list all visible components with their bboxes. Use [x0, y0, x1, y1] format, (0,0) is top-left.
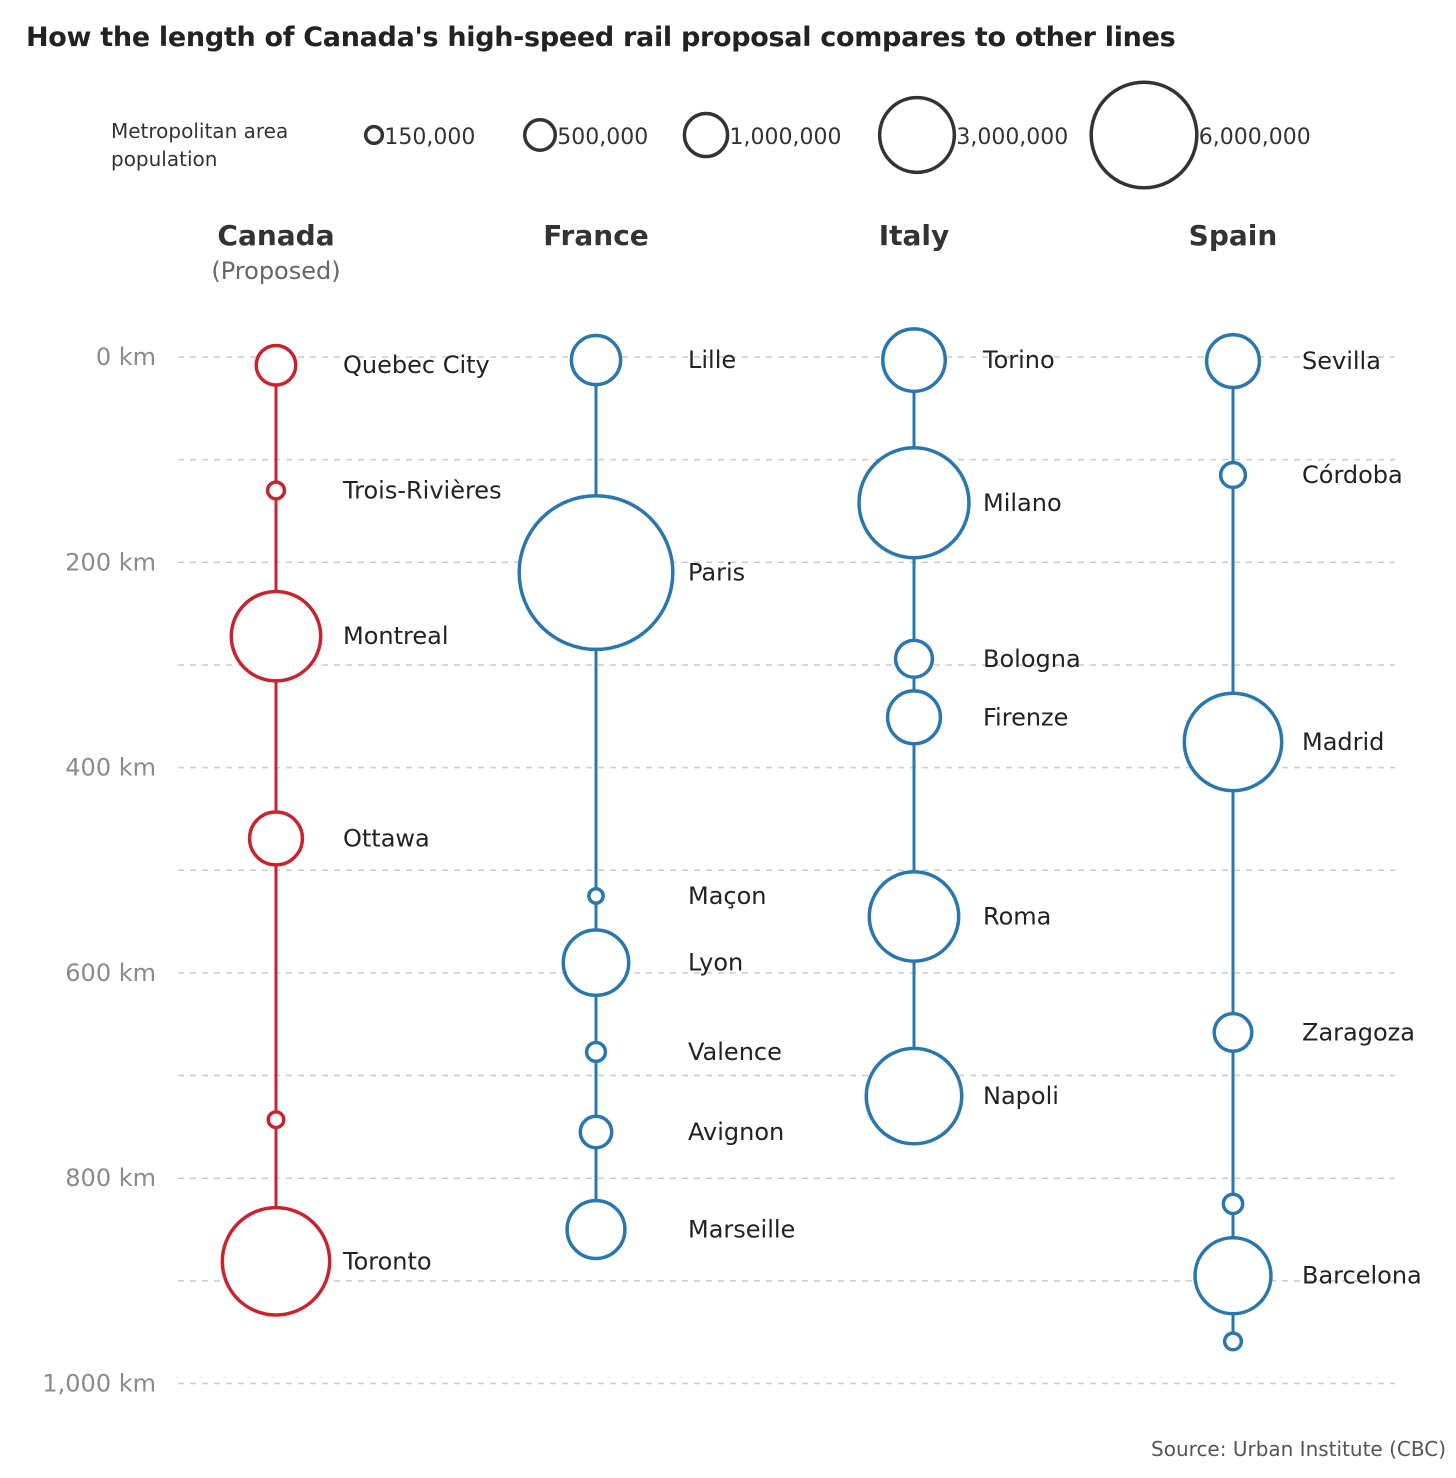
station-circle — [867, 869, 961, 963]
station-label: Montreal — [343, 622, 449, 650]
country-name: Italy — [879, 219, 950, 252]
station-label: Napoli — [983, 1082, 1059, 1110]
station-label: Sevilla — [1302, 347, 1381, 375]
y-tick-label: 1,000 km — [42, 1370, 156, 1398]
station-circle — [881, 327, 947, 394]
station-label: Firenze — [983, 703, 1068, 731]
legend-circle — [523, 118, 557, 152]
line-france: France Lille Paris Maçon Lyon Valence Avignon M… — [517, 219, 795, 1261]
size-legend: Metropolitan area population 150,000 500,00… — [111, 80, 1311, 190]
station-circle — [266, 1110, 286, 1130]
y-tick-label: 600 km — [65, 959, 156, 987]
station-circle — [229, 589, 323, 683]
station-label: Milano — [983, 489, 1062, 517]
station-circle — [1182, 691, 1284, 793]
source-note: Source: Urban Institute (CBC) — [1151, 1437, 1446, 1461]
station-label: Maçon — [688, 882, 767, 910]
station-label: Barcelona — [1302, 1262, 1422, 1290]
station-label: Zaragoza — [1302, 1018, 1415, 1046]
legend-circle — [1089, 80, 1199, 190]
station-circle — [885, 689, 943, 746]
station-circle — [578, 1114, 614, 1150]
station-label: Lyon — [688, 949, 743, 977]
legend-label: 1,000,000 — [730, 125, 842, 150]
station-circle — [1221, 1192, 1245, 1216]
station-label: Quebec City — [343, 351, 490, 379]
country-name: Spain — [1189, 219, 1278, 252]
station-label: Paris — [688, 559, 745, 587]
country-subtitle: (Proposed) — [211, 257, 340, 285]
station-label: Madrid — [1302, 728, 1384, 756]
legend-title-line: population — [111, 147, 217, 171]
station-label: Avignon — [688, 1118, 784, 1146]
station-label: Torino — [982, 346, 1055, 374]
station-circle — [220, 1205, 332, 1317]
line-italy: Italy Torino Milano Bologna Firenze Roma Napol… — [857, 219, 1081, 1146]
line-canada: Canada (Proposed) Quebec City Trois-Rivière… — [211, 219, 502, 1317]
station-circle — [254, 343, 298, 387]
y-axis: 0 km 200 km 400 km 600 km 800 km 1,000 km — [42, 343, 156, 1398]
station-circle — [857, 446, 971, 560]
legend-title-line: Metropolitan area — [111, 119, 288, 143]
y-tick-label: 200 km — [65, 548, 156, 576]
station-circle — [893, 638, 935, 679]
station-circle — [569, 333, 623, 387]
station-label: Valence — [688, 1038, 782, 1066]
legend-title: Metropolitan area population — [111, 119, 288, 171]
station-circle — [1204, 332, 1262, 390]
station-label: Toronto — [342, 1247, 432, 1275]
country-name: Canada — [217, 219, 334, 252]
station-circle — [247, 810, 305, 867]
y-tick-label: 0 km — [96, 343, 156, 371]
chart-title: How the length of Canada's high-speed ra… — [26, 22, 1176, 53]
station-label: Trois-Rivières — [342, 476, 502, 504]
station-circle — [265, 480, 287, 501]
legend-label: 3,000,000 — [956, 125, 1068, 150]
legend-label: 6,000,000 — [1199, 125, 1311, 150]
station-circle — [1222, 1331, 1244, 1352]
station-circle — [1193, 1236, 1273, 1316]
station-circle — [587, 887, 605, 905]
legend-circle — [682, 111, 730, 159]
legend-circle — [363, 124, 385, 146]
station-circle — [864, 1046, 964, 1146]
station-label: Bologna — [983, 645, 1081, 673]
station-label: Marseille — [688, 1216, 795, 1244]
legend-circle — [877, 95, 957, 175]
station-circle — [561, 928, 631, 998]
y-tick-label: 400 km — [65, 754, 156, 782]
station-label: Lille — [688, 346, 736, 374]
station-circle — [517, 493, 675, 652]
station-label: Ottawa — [343, 824, 430, 852]
station-label: Córdoba — [1302, 461, 1403, 489]
station-circle — [1218, 460, 1248, 490]
station-circle — [565, 1198, 627, 1261]
station-circle — [1212, 1011, 1254, 1053]
line-spain: Spain Sevilla Córdoba Madrid Zaragoza Barcelo… — [1182, 219, 1422, 1352]
country-name: France — [543, 219, 649, 252]
y-tick-label: 800 km — [65, 1164, 156, 1192]
legend-label: 500,000 — [557, 125, 648, 150]
station-circle — [584, 1040, 608, 1064]
legend-label: 150,000 — [384, 125, 475, 150]
station-label: Roma — [983, 902, 1051, 930]
rail-lines: Canada (Proposed) Quebec City Trois-Rivière… — [211, 219, 1422, 1352]
